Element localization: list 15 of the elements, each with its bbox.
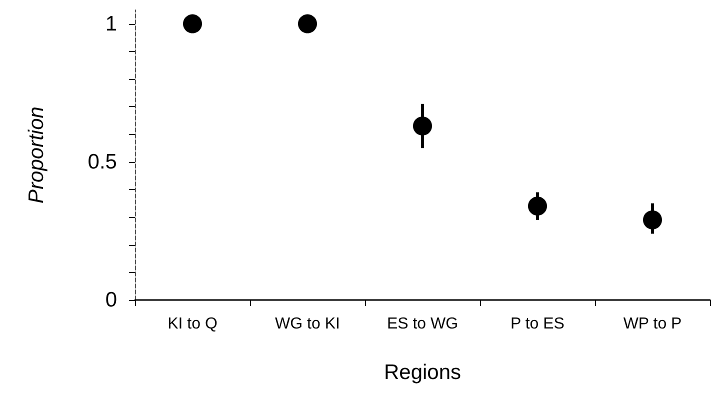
point: [298, 14, 317, 34]
x-axis-title: Regions: [384, 361, 462, 384]
x-tick-label: P to ES: [510, 316, 564, 332]
x-tick-label: WP to P: [623, 316, 682, 332]
point: [413, 116, 432, 136]
x-tick-label: ES to WG: [386, 316, 458, 332]
y-tick-label: 0: [105, 288, 117, 312]
point: [528, 196, 547, 216]
point: [183, 14, 202, 34]
y-tick-label: 1: [105, 12, 117, 36]
x-tick-label: KI to Q: [168, 316, 218, 332]
y-tick-label: 0.5: [88, 150, 117, 174]
point: [643, 210, 662, 230]
x-tick-label: WG to KI: [275, 316, 340, 332]
y-axis-title: Proportion: [25, 106, 48, 204]
